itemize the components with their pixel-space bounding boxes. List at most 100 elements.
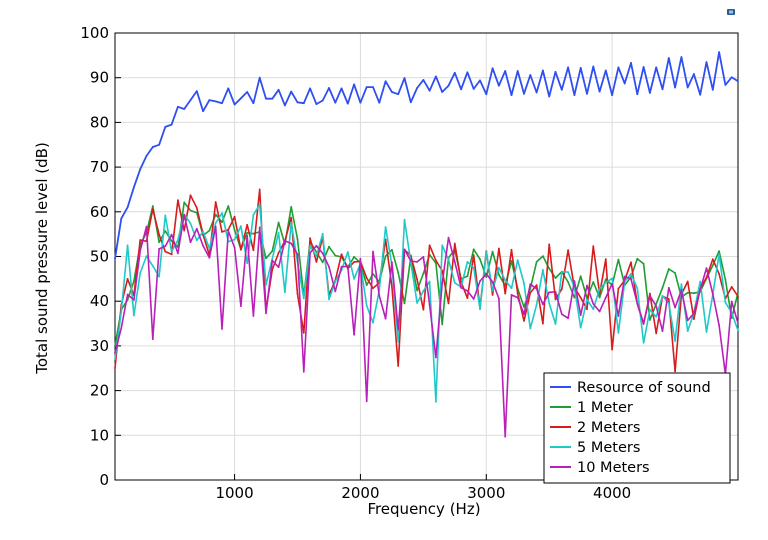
data-point [145, 255, 148, 257]
data-point [158, 233, 161, 236]
data-point [617, 315, 620, 317]
data-point [372, 86, 374, 88]
data-point [252, 315, 255, 317]
data-point [151, 146, 154, 148]
data-point [334, 101, 337, 104]
data-point [642, 322, 645, 325]
data-point [661, 88, 664, 91]
data-point [472, 88, 475, 90]
data-point [403, 248, 406, 251]
data-point [504, 435, 507, 438]
data-point [353, 261, 355, 263]
data-point [686, 319, 689, 322]
data-point [598, 287, 601, 290]
data-point [636, 257, 639, 260]
data-point [397, 365, 400, 367]
series-layer [114, 51, 739, 438]
data-point [548, 95, 551, 98]
data-point [730, 76, 733, 79]
data-point [284, 104, 286, 107]
data-point [246, 262, 249, 265]
data-point [498, 84, 500, 87]
data-point [510, 260, 513, 262]
data-point [290, 221, 293, 224]
data-point [120, 217, 123, 220]
data-point [535, 303, 538, 306]
data-point [271, 257, 274, 260]
data-point [403, 218, 406, 221]
data-point [277, 221, 280, 224]
y-tick-label: 40 [90, 292, 109, 310]
data-point [221, 212, 223, 215]
data-point [730, 317, 733, 320]
data-point [598, 310, 601, 313]
data-point [246, 223, 249, 226]
data-point [523, 313, 525, 316]
data-point [240, 305, 242, 307]
data-point [189, 222, 192, 225]
data-point [535, 91, 538, 94]
data-point [302, 297, 305, 300]
series-line [114, 51, 739, 259]
data-point [617, 287, 620, 290]
legend-label: 1 Meter [577, 400, 633, 416]
data-point [372, 321, 374, 324]
data-point [604, 258, 607, 261]
data-point [315, 255, 318, 257]
data-point [460, 88, 462, 91]
data-point [290, 206, 293, 208]
data-point [510, 248, 513, 251]
data-point [334, 280, 337, 283]
data-point [611, 94, 613, 96]
data-point [120, 327, 123, 329]
data-point [479, 280, 481, 282]
data-point [195, 206, 198, 209]
data-point [258, 188, 261, 191]
data-point [321, 252, 324, 255]
data-point [479, 79, 481, 82]
data-point [630, 261, 632, 264]
data-point [233, 103, 236, 106]
data-point [365, 400, 368, 403]
data-point [630, 62, 632, 64]
data-point [466, 275, 469, 278]
data-point [655, 332, 658, 335]
data-point [661, 286, 664, 289]
data-point [151, 265, 154, 267]
data-point [214, 222, 217, 224]
data-point [422, 79, 425, 81]
data-point [334, 254, 337, 257]
data-point [636, 287, 639, 290]
data-point [604, 296, 607, 299]
data-point [636, 93, 639, 96]
data-point [498, 266, 500, 269]
data-point [170, 240, 173, 242]
data-point [384, 255, 387, 257]
data-point [183, 229, 186, 232]
data-point [126, 278, 129, 280]
data-point [409, 260, 412, 262]
data-point [674, 340, 676, 342]
data-point [649, 292, 651, 295]
data-point [296, 293, 299, 295]
y-tick-label: 30 [90, 337, 109, 355]
data-point [724, 301, 727, 304]
data-point [359, 101, 362, 104]
data-point [711, 264, 714, 267]
data-point [403, 77, 406, 79]
x-tick-label: 3000 [467, 484, 505, 502]
y-tick-label: 60 [90, 203, 109, 221]
data-point [258, 226, 261, 229]
data-point [447, 258, 450, 261]
data-point [441, 282, 444, 285]
data-point [227, 228, 230, 231]
data-point [498, 273, 500, 276]
data-point [139, 239, 142, 241]
data-point [504, 292, 507, 295]
data-point [170, 253, 173, 256]
data-point [296, 253, 299, 256]
data-point [667, 286, 670, 289]
data-point [302, 332, 305, 334]
data-point [139, 168, 142, 171]
